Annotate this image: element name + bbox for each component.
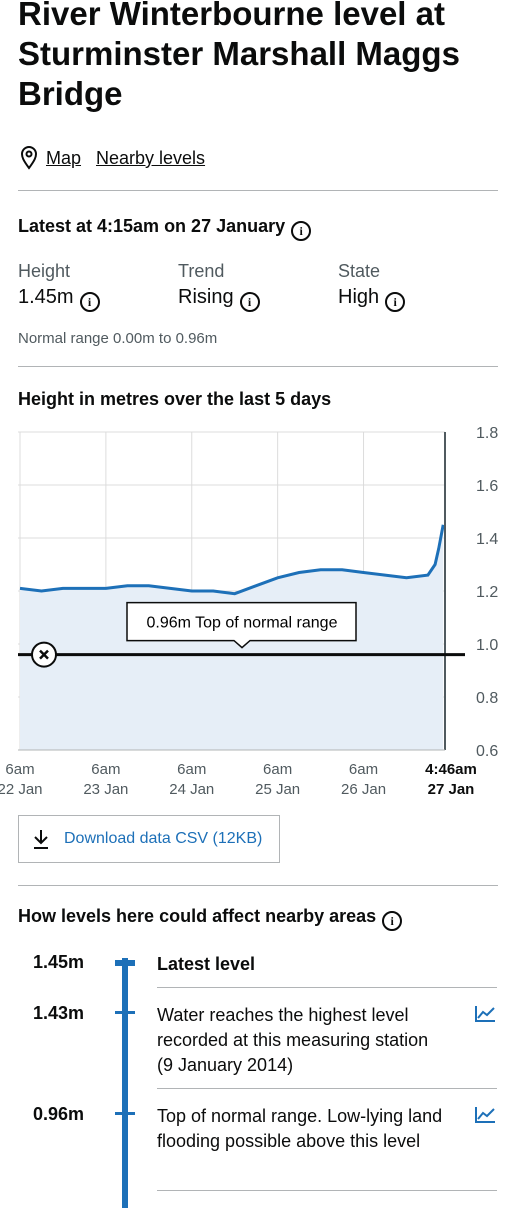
y-tick-label: 1.6 bbox=[476, 478, 498, 495]
y-tick-label: 0.6 bbox=[476, 743, 498, 760]
x-tick-label: 6am bbox=[91, 761, 120, 778]
impacts-heading: How levels here could affect nearby area… bbox=[18, 906, 403, 931]
annotation: 0.96m Top of normal range bbox=[147, 615, 338, 632]
info-icon[interactable] bbox=[79, 292, 100, 312]
timeline-tick bbox=[115, 960, 135, 966]
impact-text: Top of normal range. Low-lying land floo… bbox=[157, 1106, 443, 1151]
x-tick-date: 22 Jan bbox=[0, 781, 43, 798]
impact-level: 1.45m bbox=[33, 952, 85, 972]
chart-icon[interactable] bbox=[474, 1106, 496, 1124]
divider bbox=[18, 190, 498, 191]
divider bbox=[157, 987, 497, 988]
impact-level: 1.43m bbox=[33, 1003, 85, 1023]
pin-icon bbox=[20, 146, 38, 170]
chart-title: Height in metres over the last 5 days bbox=[18, 389, 332, 409]
x-tick-label: 6am bbox=[349, 761, 378, 778]
x-tick-label: 4:46am bbox=[425, 761, 477, 778]
chart-icon-path bbox=[475, 1006, 495, 1022]
x-tick-date: 26 Jan bbox=[341, 781, 386, 798]
download-icon bbox=[34, 830, 48, 849]
chart: 1.8 1.6 1.4 1.2 1.0 0.8 0.6 6am 22 Jan 6am 23 Jan 6… bbox=[0, 425, 498, 798]
nearby-link[interactable]: Nearby levels bbox=[96, 148, 206, 168]
stat-value: High bbox=[338, 286, 406, 312]
range-marker-x bbox=[39, 649, 49, 660]
info-icon[interactable] bbox=[382, 911, 403, 931]
impacts-text: How levels here could affect nearby area… bbox=[18, 906, 377, 926]
info-icon[interactable] bbox=[239, 292, 260, 312]
page-title: River Winterbourne level at Sturminster … bbox=[18, 0, 460, 112]
y-tick-label: 1.0 bbox=[476, 637, 498, 654]
timeline-tick bbox=[115, 1011, 135, 1014]
x-tick-label: 6am bbox=[177, 761, 206, 778]
stat-label: Height bbox=[18, 261, 71, 281]
y-tick-label: 1.2 bbox=[476, 584, 498, 601]
x-tick-label: 6am bbox=[5, 761, 34, 778]
x-tick-date: 23 Jan bbox=[83, 781, 128, 798]
x-tick-date: 25 Jan bbox=[255, 781, 300, 798]
y-tick-label: 0.8 bbox=[476, 690, 498, 707]
impact-level: 0.96m bbox=[33, 1104, 85, 1124]
download-button[interactable]: Download data CSV (12KB) bbox=[18, 815, 280, 863]
latest-text: Latest at 4:15am on 27 January bbox=[18, 216, 286, 236]
y-tick-label: 1.4 bbox=[476, 531, 498, 548]
impact-text: Water reaches the highest level recorded… bbox=[157, 1005, 429, 1075]
impact-text: Latest level bbox=[157, 954, 256, 974]
stat-label: State bbox=[338, 261, 381, 281]
stat-value: Rising bbox=[178, 286, 260, 312]
stat-label: Trend bbox=[178, 261, 225, 281]
line bbox=[19, 524, 445, 596]
chart-icon[interactable] bbox=[474, 1005, 496, 1023]
stat-text: 1.45m bbox=[18, 286, 74, 308]
latest-heading: Latest at 4:15am on 27 January bbox=[18, 216, 312, 241]
divider bbox=[18, 885, 498, 886]
divider bbox=[18, 366, 498, 367]
stat-text: Rising bbox=[178, 286, 234, 308]
divider bbox=[157, 1190, 497, 1191]
chart-icon-path bbox=[475, 1107, 495, 1123]
info-icon[interactable] bbox=[291, 221, 312, 241]
x-tick-date: 24 Jan bbox=[169, 781, 214, 798]
timeline-tick bbox=[115, 1112, 135, 1115]
timeline bbox=[122, 958, 128, 1208]
normal-range: Normal range 0.00m to 0.96m bbox=[18, 330, 218, 347]
stat-value: 1.45m bbox=[18, 286, 100, 312]
y-tick-label: 1.8 bbox=[476, 425, 498, 442]
divider bbox=[157, 1088, 497, 1089]
x-tick-date: 27 Jan bbox=[428, 781, 475, 798]
x-tick-label: 6am bbox=[263, 761, 292, 778]
annotation-box bbox=[126, 601, 357, 649]
download-text: Download data CSV (12KB) bbox=[64, 830, 263, 847]
stat-text: High bbox=[338, 286, 380, 308]
map-link[interactable]: Map bbox=[46, 148, 82, 168]
info-icon[interactable] bbox=[385, 292, 406, 312]
